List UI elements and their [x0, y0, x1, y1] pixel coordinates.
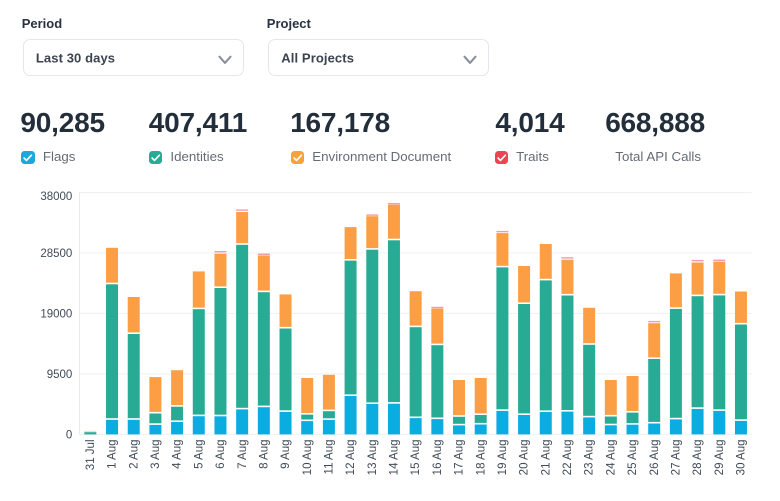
svg-text:23 Aug: 23 Aug: [584, 440, 596, 476]
svg-text:26 Aug: 26 Aug: [649, 440, 661, 476]
svg-text:7 Aug: 7 Aug: [237, 440, 249, 469]
svg-text:12 Aug: 12 Aug: [345, 440, 357, 476]
svg-text:0: 0: [66, 430, 72, 442]
svg-text:28500: 28500: [40, 248, 72, 260]
svg-text:1 Aug: 1 Aug: [107, 440, 119, 469]
svg-text:5 Aug: 5 Aug: [193, 440, 205, 469]
svg-text:19 Aug: 19 Aug: [497, 440, 509, 476]
svg-text:3 Aug: 3 Aug: [150, 440, 162, 469]
svg-text:9500: 9500: [47, 369, 73, 381]
svg-text:31 Jul: 31 Jul: [85, 440, 97, 471]
svg-text:11 Aug: 11 Aug: [324, 440, 336, 475]
svg-text:25 Aug: 25 Aug: [627, 440, 639, 476]
svg-text:22 Aug: 22 Aug: [562, 440, 574, 476]
svg-text:15 Aug: 15 Aug: [410, 440, 422, 476]
svg-text:13 Aug: 13 Aug: [367, 440, 379, 476]
svg-text:14 Aug: 14 Aug: [389, 440, 401, 476]
svg-text:20 Aug: 20 Aug: [519, 440, 531, 476]
svg-text:6 Aug: 6 Aug: [215, 440, 227, 469]
svg-text:16 Aug: 16 Aug: [432, 440, 444, 476]
svg-text:27 Aug: 27 Aug: [671, 440, 683, 476]
svg-text:21 Aug: 21 Aug: [540, 440, 552, 476]
svg-text:8 Aug: 8 Aug: [258, 440, 270, 469]
svg-text:24 Aug: 24 Aug: [605, 440, 617, 476]
svg-text:30 Aug: 30 Aug: [736, 440, 748, 476]
svg-text:38000: 38000: [40, 191, 72, 203]
svg-text:9 Aug: 9 Aug: [280, 440, 292, 469]
svg-text:4 Aug: 4 Aug: [172, 440, 184, 469]
svg-text:18 Aug: 18 Aug: [475, 440, 487, 476]
svg-text:2 Aug: 2 Aug: [128, 440, 140, 469]
svg-text:28 Aug: 28 Aug: [692, 440, 704, 476]
svg-text:29 Aug: 29 Aug: [714, 440, 726, 476]
svg-text:10 Aug: 10 Aug: [302, 440, 314, 476]
svg-text:19000: 19000: [40, 309, 72, 321]
svg-text:17 Aug: 17 Aug: [454, 440, 466, 476]
